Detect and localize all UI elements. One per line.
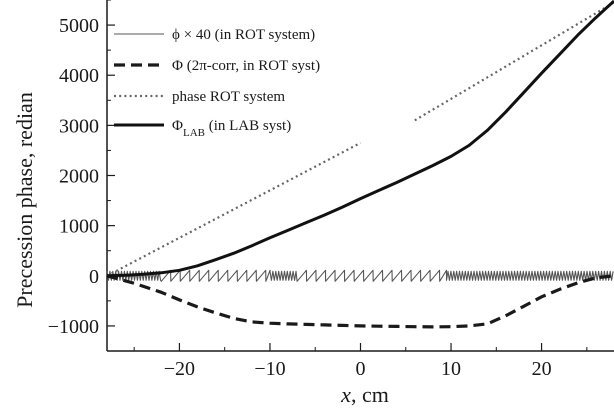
legend-label: Φ (2π-corr, in ROT syst) [172, 58, 320, 74]
series-layer [106, 0, 614, 329]
x-axis-title: x, cm [340, 382, 389, 407]
y-tick-label: 2000 [59, 166, 99, 188]
legend-label: ΦLAB (in LAB syst) [172, 118, 291, 139]
series-phi-2pi-corr-line [106, 274, 614, 329]
legend-label: ϕ × 40 (in ROT system) [172, 27, 315, 43]
y-tick-label: 3000 [59, 115, 99, 137]
series-phase-rot-line [106, 141, 362, 277]
y-tick-label: 4000 [59, 65, 99, 87]
x-tick-label: 0 [356, 358, 366, 380]
x-tick-label: 20 [532, 358, 552, 380]
series-phase-rot-line [414, 1, 614, 122]
x-axis-title-var: x [340, 382, 351, 407]
y-axis-title: Precession phase, redian [12, 92, 37, 308]
x-tick-label: 10 [441, 358, 461, 380]
axes: −20 −10 0 10 20 −1000 0 1000 2000 3000 4000 5000 [48, 0, 614, 380]
x-tick-label: −10 [254, 358, 285, 380]
series-phi-lab-line [106, 0, 614, 278]
series-phi-x40-line [106, 269, 614, 282]
legend-label: phase ROT system [172, 89, 285, 105]
y-tick-label: −1000 [48, 316, 99, 338]
x-axis-title-unit: , cm [351, 382, 389, 407]
y-tick-label: 0 [89, 266, 99, 288]
x-tick-label: −20 [164, 358, 195, 380]
y-tick-label: 1000 [59, 216, 99, 238]
y-tick-label: 5000 [59, 15, 99, 37]
legend: ϕ × 40 (in ROT system) Φ (2π-corr, in ROT… [114, 27, 320, 139]
